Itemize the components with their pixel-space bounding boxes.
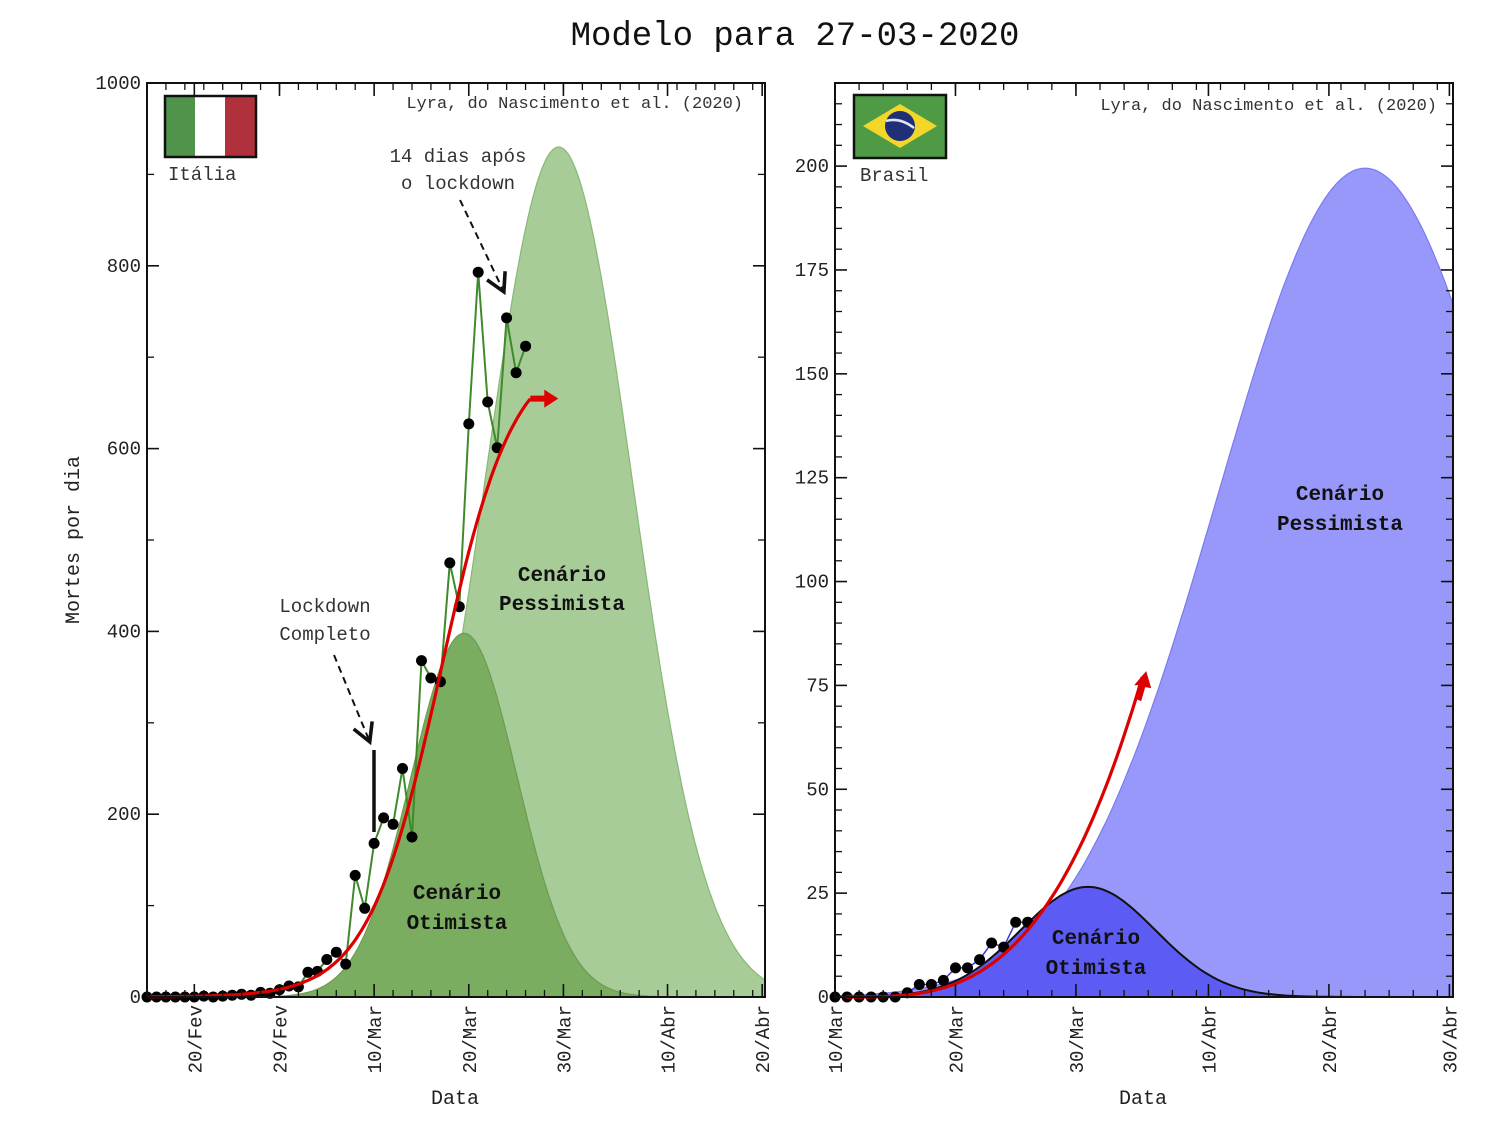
italy-pessimista-label-2: Pessimista [499, 594, 625, 617]
italy-ytick-label: 200 [107, 804, 141, 826]
brasil-ytick-label: 125 [795, 468, 829, 490]
italy-pessimista-label-1: Cenário [518, 565, 606, 588]
brasil-ytick-label: 50 [806, 779, 829, 801]
italy-data-point [425, 672, 437, 684]
brasil-xtick-label: 10/Abr [1199, 1005, 1221, 1073]
post-lockdown-annotation-line2: o lockdown [401, 173, 515, 195]
italy-xtick-label: 30/Mar [554, 1005, 576, 1073]
brasil-ytick-label: 75 [806, 675, 829, 697]
brasil-areas [835, 167, 1453, 997]
brasil-axis-ticks: 0 25 50 75 100 125 150 175 200 10/Mar 20/Mar 30/Mar… [795, 82, 1462, 1073]
brasil-xtick-label: 20/Abr [1320, 1005, 1342, 1073]
brasil-ytick-label: 175 [795, 260, 829, 282]
italy-model-line [149, 397, 532, 999]
italy-ylabel: Mortes por dia [63, 456, 86, 624]
brasil-otimista-label-2: Otimista [1046, 958, 1147, 981]
lockdown-annotation-line2: Completo [279, 624, 370, 646]
italy-data-point [406, 831, 418, 843]
italy-data-point [378, 812, 390, 824]
brasil-country-label: Brasil [860, 165, 928, 187]
italy-data-point [340, 958, 352, 970]
italy-xtick-label: 10/Abr [659, 1005, 681, 1073]
brasil-xtick-label: 30/Abr [1440, 1005, 1462, 1073]
brasil-pessimista-label-2: Pessimista [1277, 514, 1403, 537]
italy-xtick-label: 10/Mar [365, 1005, 387, 1073]
brasil-otimista-area [835, 886, 1453, 997]
italy-credit: Lyra, do Nascimento et al. (2020) [406, 95, 743, 114]
italy-data-point [444, 557, 456, 569]
italy-data-point [302, 966, 314, 978]
lockdown-arrow [333, 654, 374, 746]
brasil-ytick-label: 100 [795, 572, 829, 594]
brasil-ytick-label: 0 [818, 987, 829, 1009]
italy-data-point [359, 902, 371, 914]
brasil-data-point [974, 954, 986, 966]
brasil-xtick-label: 20/Mar [946, 1005, 968, 1073]
italy-data-point [520, 340, 532, 352]
italy-data-point [501, 312, 513, 324]
italy-xtick-label: 20/Abr [753, 1005, 775, 1073]
italy-panel: 0 200 400 600 800 1000 20/Fev 29/Fev 10/Mar 20/Ma… [63, 73, 775, 1111]
italy-data-point [397, 763, 408, 774]
brasil-ytick-label: 25 [806, 883, 829, 905]
brasil-data-point [913, 979, 925, 990]
italy-model-curve [149, 389, 559, 999]
italy-model-arrow [530, 389, 559, 408]
italy-data-point [368, 837, 380, 849]
italy-data-point [416, 655, 427, 667]
brasil-model-line [845, 676, 1144, 999]
brasil-otimista-label-1: Cenário [1052, 928, 1140, 951]
italy-country-label: Itália [168, 164, 236, 186]
brasil-pessimista-area [835, 167, 1453, 997]
chart-title: Modelo para 27-03-2020 [570, 18, 1020, 56]
italy-data-point [349, 869, 361, 881]
italy-ytick-label: 400 [107, 621, 141, 643]
italy-xtick-label: 29/Fev [270, 1005, 292, 1073]
brasil-panel: 0 25 50 75 100 125 150 175 200 10/Mar 20/Mar 30/Mar… [795, 82, 1462, 1111]
brasil-ytick-label: 150 [795, 364, 829, 386]
italy-xlabel: Data [431, 1088, 479, 1111]
lockdown-annotation-line1: Lockdown [279, 596, 370, 618]
italy-otimista-label-2: Otimista [407, 913, 508, 936]
post-lockdown-annotation-line1: 14 dias após [390, 146, 527, 168]
italy-data-point [463, 418, 475, 430]
brazil-flag-icon [852, 93, 948, 160]
italy-xtick-label: 20/Fev [185, 1005, 207, 1073]
italy-areas [147, 146, 765, 997]
brasil-credit: Lyra, do Nascimento et al. (2020) [1100, 97, 1437, 116]
italy-ytick-label: 600 [107, 439, 141, 461]
italy-data-point [472, 266, 484, 278]
italy-data-point [482, 396, 494, 408]
italy-flag-icon [163, 94, 258, 159]
brasil-xtick-label: 30/Mar [1067, 1005, 1089, 1073]
brasil-pessimista-label-1: Cenário [1296, 484, 1384, 507]
brasil-data-point [1010, 916, 1022, 928]
brasil-data-point [986, 937, 998, 949]
brasil-data-point [925, 979, 937, 990]
italy-data-point [387, 818, 399, 830]
brasil-model-arrow [1134, 671, 1152, 702]
italy-ytick-label: 800 [107, 256, 141, 278]
brasil-data-point [962, 962, 973, 974]
brasil-xlabel: Data [1119, 1088, 1167, 1111]
italy-otimista-label-1: Cenário [413, 883, 501, 906]
italy-xtick-label: 20/Mar [460, 1005, 482, 1073]
italy-data-point [510, 367, 522, 379]
brasil-xtick-label: 10/Mar [826, 1005, 848, 1073]
post-lockdown-arrow [459, 199, 507, 296]
brasil-model-curve [845, 671, 1152, 999]
brasil-data-point [950, 962, 961, 974]
italy-ytick-label: 0 [130, 987, 141, 1009]
brasil-data-point [937, 974, 949, 986]
italy-axis-ticks: 0 200 400 600 800 1000 20/Fev 29/Fev 10/Mar 20/Ma… [95, 73, 775, 1073]
italy-data-point [321, 954, 333, 965]
italy-ytick-label: 1000 [95, 73, 141, 95]
italy-data-point [330, 946, 342, 958]
brasil-ytick-label: 200 [795, 156, 829, 178]
